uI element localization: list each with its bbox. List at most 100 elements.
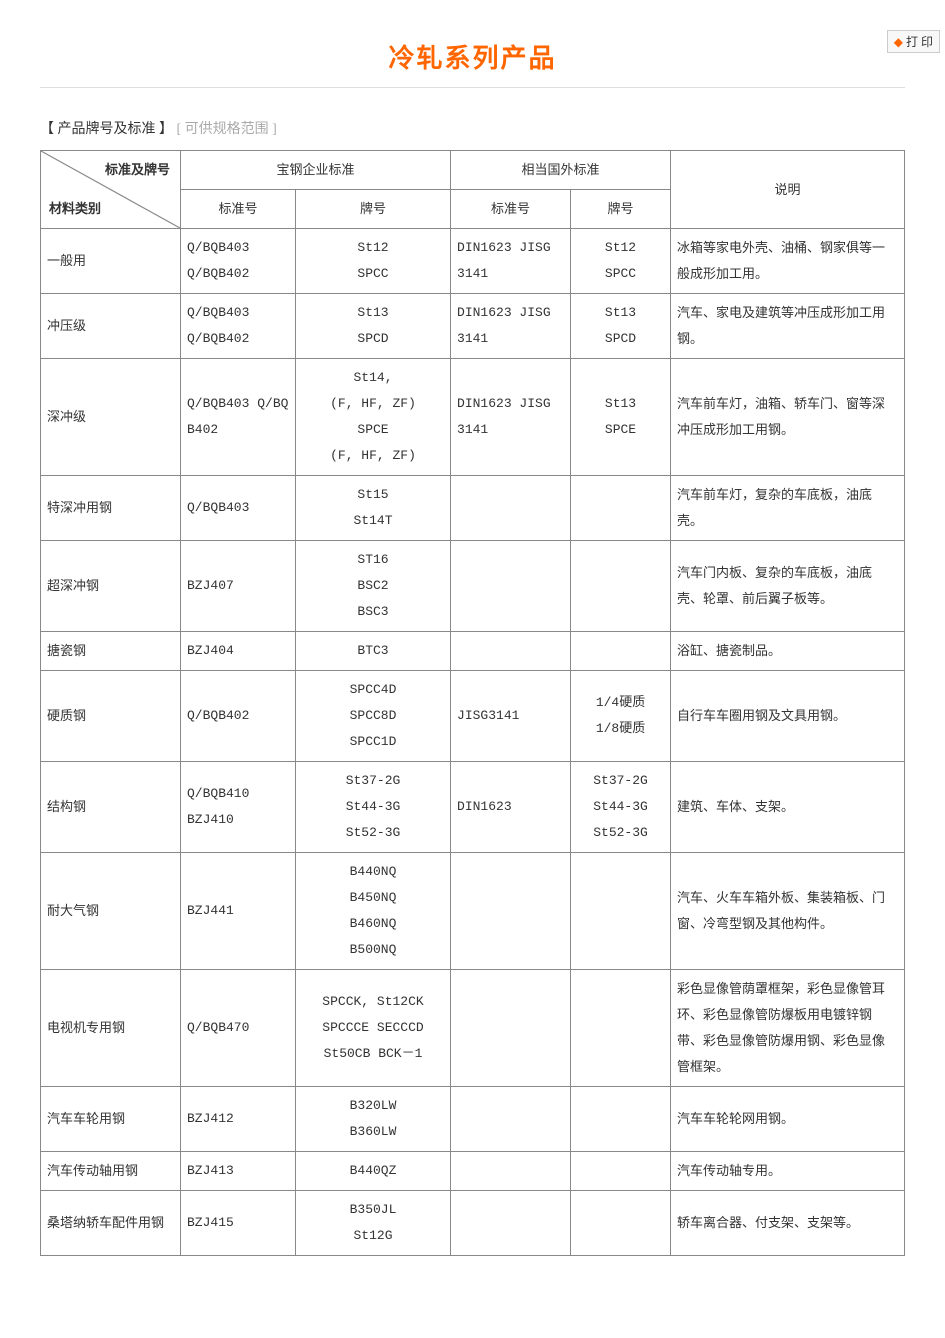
cell-category: 汽车车轮用钢	[41, 1087, 181, 1152]
cell-foreign-grade: St13SPCD	[571, 294, 671, 359]
cell-category: 搪瓷钢	[41, 632, 181, 671]
cell-foreign-standard	[451, 1087, 571, 1152]
title-divider	[40, 87, 905, 88]
page-title: 冷轧系列产品	[0, 38, 945, 75]
cell-description: 浴缸、搪瓷制品。	[671, 632, 905, 671]
table-row: 结构钢Q/BQB410BZJ410St37-2GSt44-3GSt52-3GDI…	[41, 762, 905, 853]
cell-foreign-standard	[451, 476, 571, 541]
breadcrumb-link[interactable]: [ 可供规格范围 ]	[177, 122, 277, 137]
table-row: 特深冲用钢Q/BQB403St15St14T 汽车前车灯，复杂的车底板，油底壳。	[41, 476, 905, 541]
cell-standard: Q/BQB403 Q/BQB402	[181, 359, 296, 476]
cell-description: 建筑、车体、支架。	[671, 762, 905, 853]
cell-grade: B320LWB360LW	[296, 1087, 451, 1152]
cell-category: 深冲级	[41, 359, 181, 476]
table-row: 深冲级Q/BQB403 Q/BQB402St14,(F, HF, ZF)SPCE…	[41, 359, 905, 476]
header-grade-1: 牌号	[296, 190, 451, 229]
cell-standard: Q/BQB403	[181, 476, 296, 541]
table-row: 冲压级Q/BQB403Q/BQB402St13SPCDDIN1623 JISG3…	[41, 294, 905, 359]
header-diagonal: 标准及牌号 材料类别	[41, 151, 181, 229]
table-row: 硬质钢Q/BQB402SPCC4DSPCC8DSPCC1DJISG31411/4…	[41, 671, 905, 762]
cell-foreign-grade	[571, 476, 671, 541]
cell-foreign-standard	[451, 1152, 571, 1191]
cell-foreign-grade: St13SPCE	[571, 359, 671, 476]
cell-foreign-standard: JISG3141	[451, 671, 571, 762]
cell-foreign-grade	[571, 1152, 671, 1191]
cell-description: 彩色显像管荫罩框架，彩色显像管耳环、彩色显像管防爆板用电镀锌钢带、彩色显像管防爆…	[671, 970, 905, 1087]
cell-category: 超深冲钢	[41, 541, 181, 632]
header-desc: 说明	[671, 151, 905, 229]
cell-category: 结构钢	[41, 762, 181, 853]
cell-standard: BZJ404	[181, 632, 296, 671]
cell-category: 特深冲用钢	[41, 476, 181, 541]
table-row: 搪瓷钢BZJ404BTC3 浴缸、搪瓷制品。	[41, 632, 905, 671]
header-baosteel: 宝钢企业标准	[181, 151, 451, 190]
cell-foreign-grade	[571, 1087, 671, 1152]
cell-category: 电视机专用钢	[41, 970, 181, 1087]
cell-foreign-standard	[451, 970, 571, 1087]
cell-grade: St13SPCD	[296, 294, 451, 359]
cell-category: 耐大气钢	[41, 853, 181, 970]
cell-foreign-grade	[571, 541, 671, 632]
cell-description: 轿车离合器、付支架、支架等。	[671, 1191, 905, 1256]
cell-description: 汽车前车灯，油箱、轿车门、窗等深冲压成形加工用钢。	[671, 359, 905, 476]
cell-foreign-standard: DIN1623	[451, 762, 571, 853]
cell-standard: BZJ412	[181, 1087, 296, 1152]
cell-foreign-grade: 1/4硬质1/8硬质	[571, 671, 671, 762]
table-row: 汽车车轮用钢BZJ412B320LWB360LW 汽车车轮轮网用钢。	[41, 1087, 905, 1152]
cell-standard: BZJ413	[181, 1152, 296, 1191]
table-row: 桑塔纳轿车配件用钢BZJ415B350JLSt12G 轿车离合器、付支架、支架等。	[41, 1191, 905, 1256]
cell-standard: Q/BQB410BZJ410	[181, 762, 296, 853]
cell-grade: SPCC4DSPCC8DSPCC1D	[296, 671, 451, 762]
cell-description: 汽车、火车车箱外板、集装箱板、门窗、冷弯型钢及其他构件。	[671, 853, 905, 970]
cell-grade: ST16BSC2BSC3	[296, 541, 451, 632]
cell-description: 汽车、家电及建筑等冲压成形加工用钢。	[671, 294, 905, 359]
cell-description: 自行车车圈用钢及文具用钢。	[671, 671, 905, 762]
cell-grade: SPCCK, St12CKSPCCCE SECCCDSt50CB BCK－1	[296, 970, 451, 1087]
table-row: 电视机专用钢Q/BQB470SPCCK, St12CKSPCCCE SECCCD…	[41, 970, 905, 1087]
print-button[interactable]: ◆打 印	[887, 30, 940, 53]
cell-description: 汽车门内板、复杂的车底板，油底壳、轮罩、前后翼子板等。	[671, 541, 905, 632]
cell-foreign-standard	[451, 853, 571, 970]
cell-description: 汽车前车灯，复杂的车底板，油底壳。	[671, 476, 905, 541]
header-std-no-2: 标准号	[451, 190, 571, 229]
table-row: 耐大气钢BZJ441B440NQB450NQB460NQB500NQ汽车、火车车…	[41, 853, 905, 970]
cell-foreign-grade	[571, 970, 671, 1087]
cell-grade: B440QZ	[296, 1152, 451, 1191]
cell-description: 汽车车轮轮网用钢。	[671, 1087, 905, 1152]
cell-foreign-grade: St12SPCC	[571, 229, 671, 294]
print-label: 打 印	[906, 35, 933, 49]
header-grade-2: 牌号	[571, 190, 671, 229]
cell-standard: BZJ415	[181, 1191, 296, 1256]
cell-standard: Q/BQB403Q/BQB402	[181, 294, 296, 359]
cell-grade: B350JLSt12G	[296, 1191, 451, 1256]
cell-foreign-standard	[451, 541, 571, 632]
cell-grade: St12SPCC	[296, 229, 451, 294]
header-diag-bot: 材料类别	[49, 196, 101, 222]
cell-foreign-standard: DIN1623 JISG3141	[451, 229, 571, 294]
product-table: 标准及牌号 材料类别 宝钢企业标准 相当国外标准 说明 标准号 牌号 标准号 牌…	[40, 150, 905, 1256]
cell-foreign-grade	[571, 632, 671, 671]
header-diag-top: 标准及牌号	[105, 157, 170, 183]
table-row: 超深冲钢BZJ407ST16BSC2BSC3 汽车门内板、复杂的车底板，油底壳、轮…	[41, 541, 905, 632]
cell-grade: St37-2GSt44-3GSt52-3G	[296, 762, 451, 853]
table-row: 汽车传动轴用钢BZJ413B440QZ 汽车传动轴专用。	[41, 1152, 905, 1191]
cell-standard: Q/BQB470	[181, 970, 296, 1087]
cell-standard: Q/BQB402	[181, 671, 296, 762]
cell-foreign-grade	[571, 853, 671, 970]
cell-category: 一般用	[41, 229, 181, 294]
table-row: 一般用Q/BQB403Q/BQB402St12SPCCDIN1623 JISG3…	[41, 229, 905, 294]
cell-category: 汽车传动轴用钢	[41, 1152, 181, 1191]
cell-grade: BTC3	[296, 632, 451, 671]
cell-category: 冲压级	[41, 294, 181, 359]
cell-grade: St15St14T	[296, 476, 451, 541]
cell-standard: BZJ407	[181, 541, 296, 632]
cell-category: 桑塔纳轿车配件用钢	[41, 1191, 181, 1256]
cell-foreign-standard	[451, 632, 571, 671]
cell-foreign-standard: DIN1623 JISG3141	[451, 294, 571, 359]
cell-grade: St14,(F, HF, ZF)SPCE(F, HF, ZF)	[296, 359, 451, 476]
cell-foreign-standard	[451, 1191, 571, 1256]
cell-category: 硬质钢	[41, 671, 181, 762]
cell-description: 汽车传动轴专用。	[671, 1152, 905, 1191]
cell-standard: BZJ441	[181, 853, 296, 970]
cell-foreign-grade	[571, 1191, 671, 1256]
